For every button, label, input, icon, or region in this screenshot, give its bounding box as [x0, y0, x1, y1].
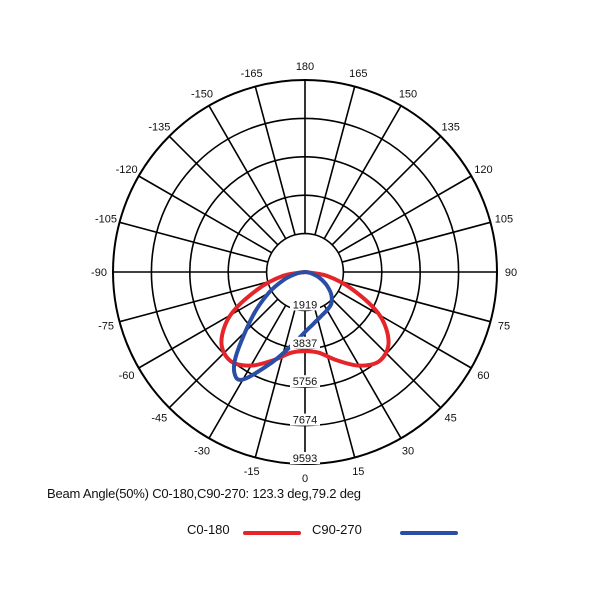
legend-swatch-c90-270 — [400, 531, 458, 535]
beam-angle-annotation: Beam Angle(50%) C0-180,C90-270: 123.3 de… — [47, 486, 361, 501]
angle-tick-label: 15 — [352, 466, 364, 478]
legend-label-c0-180: C0-180 — [187, 522, 230, 537]
angle-tick-label: 165 — [349, 68, 367, 80]
angle-tick-label: 0 — [302, 473, 308, 485]
grid-spoke — [168, 135, 279, 246]
angle-tick-label: -90 — [91, 267, 107, 279]
grid-spoke — [341, 281, 491, 323]
angle-tick-labels: 1801651501351201059075604530150-15-30-45… — [91, 61, 517, 485]
radial-tick-label-bg — [290, 413, 320, 426]
radial-tick-label: 3837 — [293, 338, 317, 350]
angle-tick-label: 60 — [477, 370, 489, 382]
grid-spoke — [323, 304, 402, 439]
radial-tick-labels: 1919 3837 5756 7674 9593 — [290, 298, 320, 465]
radial-tick-label-bg — [290, 336, 320, 349]
angle-tick-label: 150 — [399, 89, 417, 101]
angle-tick-label: -30 — [194, 445, 210, 457]
grid-spoke — [337, 175, 472, 254]
legend-label-c90-270: C90-270 — [312, 522, 362, 537]
angle-tick-label: 75 — [498, 320, 510, 332]
radial-tick-label: 5756 — [293, 376, 317, 388]
grid-spoke — [119, 281, 269, 323]
angle-tick-label: -165 — [241, 68, 263, 80]
radial-tick-label-bg — [290, 298, 320, 311]
angle-tick-label: 120 — [474, 164, 492, 176]
angle-tick-label: -120 — [116, 164, 138, 176]
grid-spoke — [323, 105, 402, 240]
angle-tick-label: -75 — [98, 320, 114, 332]
angle-tick-label: 105 — [495, 214, 513, 226]
angle-tick-label: -150 — [191, 89, 213, 101]
angle-tick-label: -45 — [151, 413, 167, 425]
angle-tick-label: -15 — [244, 466, 260, 478]
grid-spoke — [254, 86, 296, 236]
grid-spoke — [208, 304, 287, 439]
legend: C0-180 C90-270 — [0, 520, 600, 544]
angle-tick-label: 90 — [505, 267, 517, 279]
angle-tick-label: 135 — [441, 121, 459, 133]
angle-tick-label: 45 — [445, 413, 457, 425]
grid-spoke — [331, 135, 442, 246]
angle-tick-label: -135 — [148, 121, 170, 133]
angle-tick-label: -60 — [119, 370, 135, 382]
grid-spoke — [119, 221, 269, 263]
series-curve-c0-180 — [219, 270, 391, 368]
legend-swatch-c0-180 — [243, 531, 301, 535]
radial-tick-label-bg — [290, 452, 320, 464]
angle-tick-label: 30 — [402, 445, 414, 457]
grid-spoke — [138, 290, 273, 369]
angle-tick-label: -105 — [95, 214, 117, 226]
grid-spoke — [337, 290, 472, 369]
grid-spoke — [138, 175, 273, 254]
grid-spoke — [314, 308, 356, 458]
radial-tick-label: 1919 — [293, 299, 317, 311]
grid-spoke — [341, 221, 491, 263]
radial-tick-label-bg — [290, 375, 320, 388]
grid-spoke — [208, 105, 287, 240]
grid-spoke — [314, 86, 356, 236]
radial-tick-label: 7674 — [293, 415, 317, 427]
grid-spoke — [254, 308, 296, 458]
angle-tick-label: 180 — [296, 61, 314, 73]
radial-tick-label: 9593 — [293, 453, 317, 465]
